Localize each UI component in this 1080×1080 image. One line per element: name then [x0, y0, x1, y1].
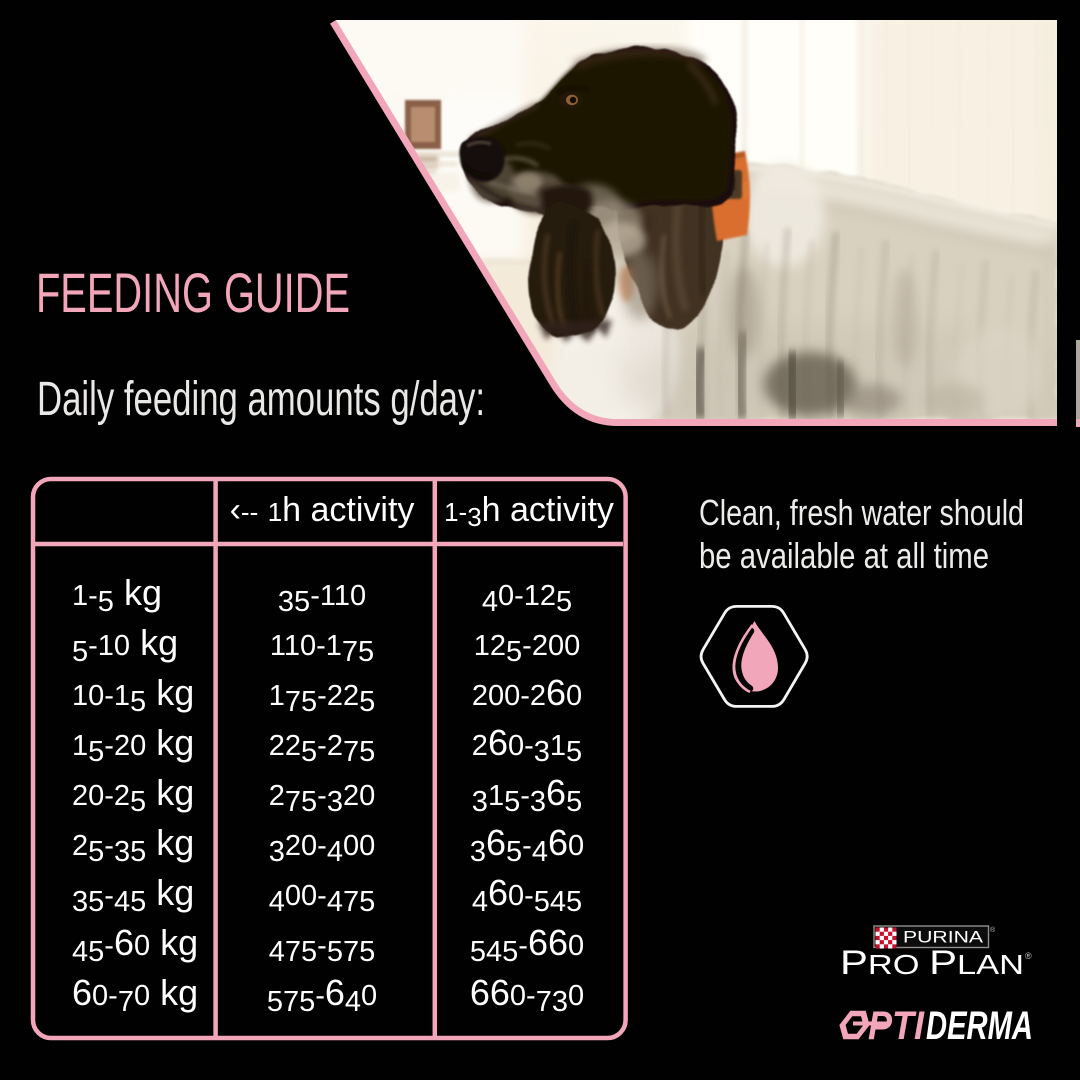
- svg-text:110-175: 110-175: [270, 630, 374, 668]
- svg-text:35-45 kg: 35-45 kg: [72, 872, 194, 918]
- svg-text:FEEDING GUIDE: FEEDING GUIDE: [36, 261, 350, 324]
- svg-text:45-60 kg: 45-60 kg: [72, 922, 198, 968]
- svg-text:10-15 kg: 10-15 kg: [72, 672, 194, 718]
- svg-text:475-575: 475-575: [269, 930, 375, 968]
- svg-text:PURINA: PURINA: [903, 928, 984, 947]
- svg-text:be available at all time: be available at all time: [699, 535, 989, 576]
- svg-text:200-260: 200-260: [472, 672, 582, 713]
- svg-text:175-225: 175-225: [269, 680, 375, 718]
- svg-text:545-660: 545-660: [470, 922, 584, 968]
- svg-text:225-275: 225-275: [269, 730, 375, 768]
- svg-text:315-365: 315-365: [472, 772, 582, 818]
- svg-text:5-10 kg: 5-10 kg: [72, 622, 178, 668]
- svg-text:20-25 kg: 20-25 kg: [72, 772, 194, 818]
- svg-text:PTI: PTI: [868, 1004, 925, 1048]
- svg-text:460-545: 460-545: [472, 872, 582, 918]
- svg-text:Clean, fresh water should: Clean, fresh water should: [699, 492, 1024, 533]
- svg-text:60-70 kg: 60-70 kg: [72, 972, 198, 1018]
- svg-text:Daily feeding amounts g/day:: Daily feeding amounts g/day:: [37, 373, 485, 426]
- svg-text:125-200: 125-200: [474, 630, 580, 668]
- svg-text:1-3h activity: 1-3h activity: [444, 491, 614, 532]
- svg-text:575-640: 575-640: [267, 972, 377, 1018]
- svg-text:40-125: 40-125: [482, 580, 572, 618]
- svg-text:660-730: 660-730: [470, 972, 584, 1018]
- svg-text:‹-- 1h activity: ‹-- 1h activity: [230, 491, 415, 529]
- svg-text:365-460: 365-460: [470, 822, 584, 868]
- svg-text:®: ®: [990, 926, 996, 934]
- svg-text:400-475: 400-475: [269, 880, 375, 918]
- svg-text:®: ®: [1025, 951, 1032, 961]
- svg-text:DERMA: DERMA: [926, 1004, 1033, 1048]
- svg-text:260-315: 260-315: [472, 722, 582, 768]
- svg-text:1-5 kg: 1-5 kg: [72, 572, 162, 618]
- svg-text:320-400: 320-400: [269, 830, 375, 868]
- svg-text:15-20 kg: 15-20 kg: [72, 722, 194, 768]
- svg-text:25-35 kg: 25-35 kg: [72, 822, 194, 868]
- svg-text:35-110: 35-110: [278, 580, 366, 618]
- svg-text:275-320: 275-320: [269, 780, 375, 818]
